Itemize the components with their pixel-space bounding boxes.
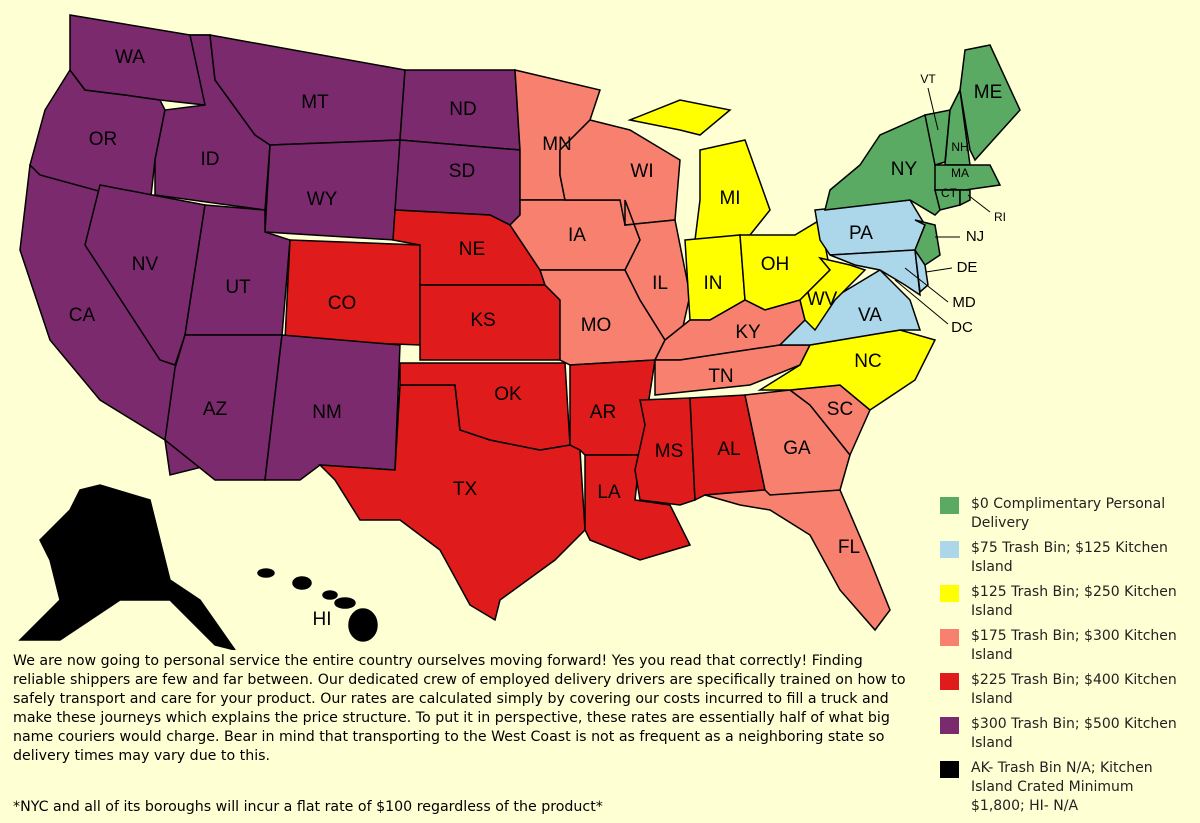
state: [334, 597, 356, 609]
legend-text: $0 Complimentary Personal Delivery: [971, 496, 1166, 531]
state-label: NH: [951, 140, 968, 154]
state: [959, 44, 1021, 162]
state-label: NE: [459, 239, 485, 260]
state-label: DE: [957, 259, 978, 276]
state-label: PA: [849, 223, 873, 244]
state-label: NM: [312, 402, 342, 423]
state: [257, 568, 275, 578]
state-label: RI: [994, 210, 1006, 224]
state: [824, 113, 946, 216]
state: [704, 489, 891, 632]
state-label: VT: [920, 72, 936, 86]
legend-swatch: [940, 673, 959, 690]
legend-text: AK- Trash Bin N/A; Kitchen Island Crated…: [971, 760, 1153, 814]
state-label: MO: [581, 315, 612, 336]
state: [292, 576, 312, 590]
state-label: HI: [313, 609, 332, 630]
state-labels: WA OR CA NV ID MT WY UT AZ CO NM ND SD NE KS OK TX MN IA MO…: [69, 47, 1006, 630]
state-label: MT: [301, 92, 329, 113]
state: [559, 119, 681, 226]
legend-text: $300 Trash Bin; $500 Kitchen Island: [971, 716, 1177, 751]
state-label: WI: [630, 161, 653, 182]
legend-item: $225 Trash Bin; $400 Kitchen Island: [940, 671, 1190, 709]
legend-swatch: [940, 497, 959, 514]
legend-item: AK- Trash Bin N/A; Kitchen Island Crated…: [940, 759, 1190, 816]
state-label: AL: [717, 439, 740, 460]
state-label: TN: [708, 366, 733, 387]
legend-item: $125 Trash Bin; $250 Kitchen Island: [940, 583, 1190, 621]
state-label: CO: [328, 293, 357, 314]
state: [322, 590, 338, 600]
state-label: AR: [590, 402, 616, 423]
state: [18, 484, 236, 650]
legend-swatch: [940, 585, 959, 602]
state-label: ID: [201, 149, 220, 170]
legend-swatch: [940, 629, 959, 646]
state-label: MD: [952, 294, 975, 311]
state-label: WA: [115, 47, 145, 68]
state: [399, 362, 571, 451]
legend-item: $175 Trash Bin; $300 Kitchen Island: [940, 627, 1190, 665]
state-label: UT: [225, 277, 251, 298]
state-label: ND: [449, 99, 476, 120]
state-label: CA: [69, 305, 96, 326]
state: [959, 189, 971, 207]
state-label: CT: [941, 186, 958, 200]
state-label: MS: [655, 441, 684, 462]
legend-text: $175 Trash Bin; $300 Kitchen Island: [971, 628, 1177, 663]
state-label: NY: [891, 159, 918, 180]
state-label: ME: [974, 82, 1003, 103]
legend-text: $225 Trash Bin; $400 Kitchen Island: [971, 672, 1177, 707]
state: [627, 99, 732, 136]
state-label: OK: [494, 384, 522, 405]
state-label: SC: [827, 399, 853, 420]
state: [914, 219, 941, 267]
state-label: NJ: [966, 228, 984, 245]
state-label: MI: [719, 188, 740, 209]
state-label: IA: [568, 225, 586, 246]
legend: $0 Complimentary Personal Delivery $75 Tr…: [940, 495, 1190, 822]
state-label: AZ: [203, 399, 228, 420]
legend-text: $125 Trash Bin; $250 Kitchen Island: [971, 584, 1177, 619]
legend-swatch: [940, 717, 959, 734]
legend-swatch: [940, 541, 959, 558]
state-label: WY: [307, 189, 338, 210]
state: [348, 608, 378, 642]
state-label: KS: [470, 310, 495, 331]
state-label: IN: [704, 273, 723, 294]
state-label: GA: [783, 438, 811, 459]
state-label: VA: [858, 305, 882, 326]
state-label: OR: [89, 129, 118, 150]
map: WA OR CA NV ID MT WY UT AZ CO NM ND SD NE KS OK TX MN IA MO…: [18, 14, 1021, 650]
state-label: MN: [542, 134, 572, 155]
legend-item: $0 Complimentary Personal Delivery: [940, 495, 1190, 533]
state-label: OH: [761, 254, 790, 275]
state-label: SD: [449, 161, 475, 182]
state: [934, 164, 1002, 191]
states: [18, 14, 1021, 650]
state: [624, 199, 691, 341]
state-label: KY: [735, 322, 761, 343]
state-label: DC: [951, 319, 973, 336]
state-label: MA: [951, 166, 969, 180]
footnote: *NYC and all of its boroughs will incur …: [13, 799, 603, 815]
legend-text: $75 Trash Bin; $125 Kitchen Island: [971, 540, 1168, 575]
state-label: NC: [854, 351, 881, 372]
state-label: LA: [597, 482, 621, 503]
state-label: IL: [652, 273, 668, 294]
state-label: FL: [838, 537, 860, 558]
state-label: TX: [453, 479, 478, 500]
legend-item: $75 Trash Bin; $125 Kitchen Island: [940, 539, 1190, 577]
legend-item: $300 Trash Bin; $500 Kitchen Island: [940, 715, 1190, 753]
state-label: WV: [807, 289, 838, 310]
state-label: NV: [132, 254, 159, 275]
legend-swatch: [940, 761, 959, 778]
description: We are now going to personal service the…: [13, 653, 906, 764]
state: [799, 256, 867, 332]
leader-lines: [894, 87, 991, 325]
